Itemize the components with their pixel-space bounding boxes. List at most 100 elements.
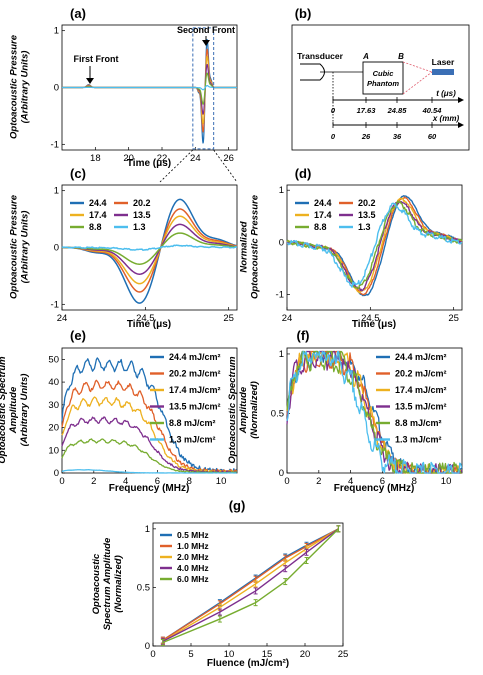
- x-tick-label-g-0: 0: [150, 649, 155, 660]
- series-line-g-2.0 MHz: [162, 528, 339, 642]
- series-line-e-5: [61, 469, 237, 474]
- x-tick-label-a-3: 24: [190, 153, 201, 164]
- panel-label-d: (d): [295, 166, 312, 181]
- y-axis-label: (Arbitrary Units): [19, 374, 30, 447]
- x-axis-arrow-b: [458, 122, 464, 128]
- phantom-label-1: Cubic: [373, 69, 395, 78]
- y-axis-label: Spectrum Amplitude: [102, 537, 113, 630]
- y-tick-label-f-1: 0.5: [271, 408, 284, 419]
- x-tick-label-b-2: 36: [393, 132, 402, 141]
- x-tick-label-g-1: 5: [188, 649, 193, 660]
- legend-label-f-1: 20.2 mJ/cm²: [395, 369, 447, 379]
- panel-label-g: (g): [229, 498, 246, 513]
- y-tick-label-e-0: 0: [54, 468, 59, 479]
- x-tick-label-a-0: 18: [90, 153, 101, 164]
- y-axis-label: (Arbitrary Units): [20, 51, 31, 124]
- x-axis-label-d: Time (μs): [352, 319, 396, 330]
- x-tick-label-e-4: 8: [187, 476, 192, 487]
- y-tick-label-a-2: 1: [54, 26, 59, 37]
- y-axis-label: Optoacoustic Pressure: [9, 194, 20, 299]
- x-tick-label-d-0: 24: [282, 313, 293, 324]
- panel-label-f: (f): [297, 328, 310, 343]
- x-tick-label-d-2: 25: [448, 313, 459, 324]
- x-tick-label-f-1: 2: [316, 476, 321, 487]
- y-axis-label: (Normalized): [113, 555, 124, 613]
- y-tick-label-e-5: 50: [48, 354, 59, 365]
- y-tick-label-f-0: 0: [279, 468, 284, 479]
- x-axis-label-e: Frequency (MHz): [109, 483, 190, 494]
- series-line-f-3: [286, 350, 463, 474]
- t-tick-label-0: 0: [331, 106, 336, 115]
- axes-frame-d: [286, 184, 463, 311]
- series-line-c-24.4: [62, 198, 238, 304]
- y-axis-label: Optoacoustic Spectrum: [0, 356, 8, 464]
- legend-label-e-0: 24.4 mJ/cm²: [169, 352, 221, 362]
- legend-label-g-1: 1.0 MHz: [177, 541, 209, 551]
- x-tick-label-e-1: 2: [91, 476, 96, 487]
- y-tick-label-d-0: -1: [276, 289, 284, 300]
- y-tick-label-e-4: 40: [48, 377, 59, 388]
- x-tick-label-e-5: 10: [216, 476, 227, 487]
- x-tick-label-b-1: 26: [361, 132, 371, 141]
- y-tick-label-d-2: 1: [279, 185, 284, 196]
- legend-label-c-4: 8.8: [89, 222, 102, 232]
- legend-label-e-1: 20.2 mJ/cm²: [169, 369, 221, 379]
- y-axis-label: Optoacoustic Pressure: [250, 194, 261, 299]
- y-tick-label-c-0: -1: [51, 299, 59, 310]
- laser-shape: [432, 69, 454, 75]
- series-line-f-4: [286, 350, 462, 474]
- legend-label-c-3: 13.5: [133, 210, 151, 220]
- legend-label-d-2: 17.4: [314, 210, 332, 220]
- y-tick-label-c-2: 1: [54, 186, 59, 197]
- x-tick-label-f-4: 8: [412, 476, 417, 487]
- x-axis-label-f: Frequency (MHz): [334, 483, 415, 494]
- legend-label-g-4: 6.0 MHz: [177, 574, 209, 584]
- t-tick-label-1: 17.63: [357, 106, 377, 115]
- y-tick-label-e-1: 10: [48, 445, 59, 456]
- y-tick-label-g-1: 0.5: [137, 582, 150, 593]
- x-tick-label-a-1: 20: [123, 153, 134, 164]
- y-axis-label: Optoacoustic Spectrum: [227, 356, 238, 464]
- annotation-second-front: Second Front: [177, 25, 235, 35]
- series-line-a-13.5: [61, 63, 238, 115]
- series-line-g-0.5 MHz: [162, 528, 339, 641]
- x-axis-label-b: x (mm): [432, 114, 460, 123]
- legend-label-g-3: 4.0 MHz: [177, 563, 209, 573]
- x-tick-label-g-2: 10: [224, 649, 235, 660]
- legend-label-d-1: 20.2: [358, 198, 376, 208]
- x-tick-label-e-2: 4: [123, 476, 128, 487]
- x-tick-label-g-5: 25: [338, 649, 349, 660]
- panel-label-a: (a): [70, 6, 86, 21]
- x-tick-label-a-2: 22: [157, 153, 168, 164]
- series-line-g-1.0 MHz: [162, 528, 339, 641]
- point-a-label: A: [362, 52, 369, 61]
- series-line-d-1.3: [286, 202, 463, 288]
- point-b-label: B: [398, 52, 404, 61]
- y-axis-label: Normalized: [239, 221, 250, 272]
- series-line-a-1.3: [61, 84, 238, 91]
- y-tick-label-d-1: 0: [279, 237, 284, 248]
- arrowhead-second-front: [202, 40, 210, 46]
- t-tick-label-2: 24.85: [387, 106, 408, 115]
- legend-label-g-0: 0.5 MHz: [177, 530, 209, 540]
- series-line-a-17.4: [61, 55, 238, 125]
- x-tick-label-g-3: 15: [262, 649, 273, 660]
- y-axis-label: Optoacoustic Pressure: [9, 34, 20, 139]
- panel-label-c: (c): [70, 166, 86, 181]
- legend-label-f-3: 13.5 mJ/cm²: [395, 402, 447, 412]
- y-axis-label: Amplitude: [238, 386, 249, 434]
- legend-label-f-4: 8.8 mJ/cm²: [395, 418, 442, 428]
- x-tick-label-c-2: 25: [223, 313, 234, 324]
- x-tick-label-a-4: 26: [223, 153, 234, 164]
- transducer-label: Transducer: [297, 51, 344, 61]
- legend-label-d-3: 13.5: [358, 210, 376, 220]
- legend-label-e-5: 1.3 mJ/cm²: [169, 435, 216, 445]
- series-line-g-6.0 MHz: [162, 528, 339, 644]
- y-tick-label-f-2: 1: [279, 349, 284, 360]
- x-tick-label-f-3: 6: [380, 476, 385, 487]
- legend-label-c-2: 17.4: [89, 210, 107, 220]
- y-axis-label: Amplitude: [8, 386, 19, 434]
- y-tick-label-a-0: -1: [51, 139, 59, 150]
- t-axis-label: t (μs): [436, 89, 456, 98]
